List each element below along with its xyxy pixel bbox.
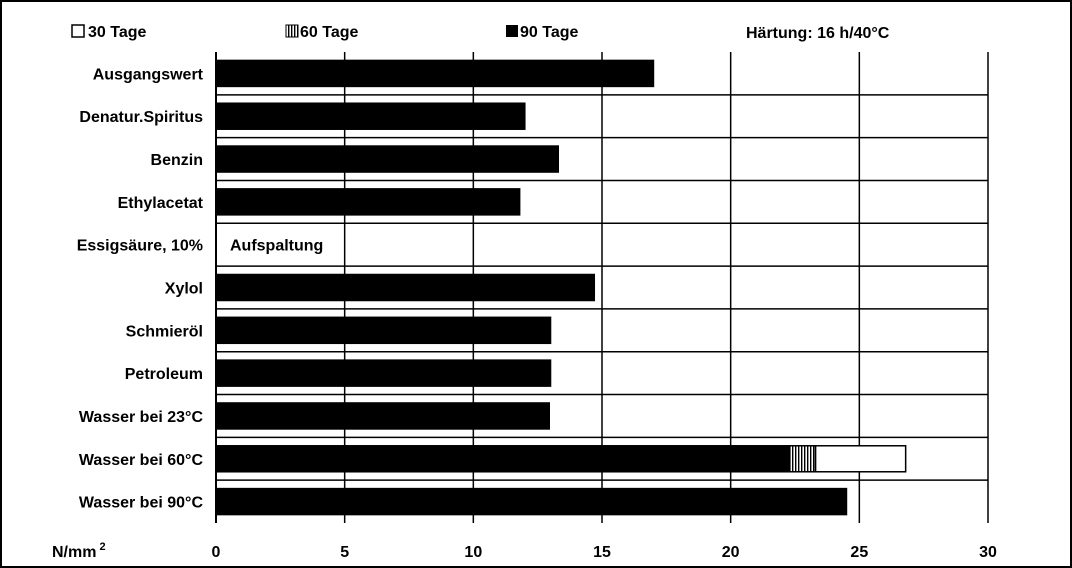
legend-swatch-90-tage	[506, 25, 518, 37]
bar-30-tage-wasser-bei-60-c	[814, 445, 907, 473]
bar-90-tage-wasser-bei-23-c	[215, 402, 550, 430]
legend-swatch-60-tage	[285, 24, 299, 38]
category-label-ausgangswert: Ausgangswert	[93, 66, 204, 83]
x-tick-labels: 0 5 10 15 20 25 30	[212, 544, 997, 561]
x-tick-label-0: 0	[212, 544, 221, 561]
bar-90-tage-denatur-spiritus	[215, 102, 526, 130]
x-tick-label-25: 25	[850, 544, 868, 561]
x-tick-label-5: 5	[340, 544, 349, 561]
category-label-wasser-bei-23-c: Wasser bei 23°C	[79, 409, 204, 426]
bar-90-tage-xylol	[215, 273, 596, 302]
category-label-wasser-bei-90-c: Wasser bei 90°C	[79, 495, 204, 512]
legend: 30 Tage 60 Tage 90 Tage	[71, 24, 579, 41]
legend-item-30-tage: 30 Tage	[71, 24, 147, 41]
x-tick-label-15: 15	[593, 544, 611, 561]
bar-90-tage-ethylacetat	[215, 188, 521, 216]
bars	[215, 59, 907, 516]
curing-annotation: Härtung: 16 h/40°C	[746, 25, 890, 42]
category-label-denatur-spiritus: Denatur.Spiritus	[79, 109, 203, 126]
bar-90-tage-wasser-bei-60-c	[215, 445, 791, 473]
category-label-wasser-bei-60-c: Wasser bei 60°C	[79, 452, 204, 469]
x-tick-label-30: 30	[979, 544, 997, 561]
row-separators	[216, 94, 988, 481]
legend-item-90-tage: 90 Tage	[506, 24, 579, 41]
bar-annotations: Aufspaltung	[230, 238, 323, 255]
legend-label-30-tage: 30 Tage	[88, 24, 147, 41]
plot-area: Aufspaltung	[215, 52, 989, 523]
x-axis-unit-label: N/mm 2	[52, 541, 106, 561]
category-label-xylol: Xylol	[165, 281, 203, 298]
x-tick-label-10: 10	[464, 544, 482, 561]
legend-label-90-tage: 90 Tage	[520, 24, 579, 41]
category-label-essigs-ure-10: Essigsäure, 10%	[77, 238, 203, 255]
bar-90-tage-benzin	[215, 145, 560, 173]
bar-60-tage-wasser-bei-60-c	[789, 445, 817, 473]
category-label-petroleum: Petroleum	[125, 366, 203, 383]
category-label-schmier-l: Schmieröl	[126, 323, 203, 340]
x-tick-label-20: 20	[722, 544, 740, 561]
bar-90-tage-wasser-bei-90-c	[215, 487, 848, 516]
legend-swatch-30-tage	[71, 24, 85, 38]
category-labels: Ausgangswert Denatur.Spiritus Benzin Ethyla…	[77, 66, 204, 511]
bar-90-tage-schmier-l	[215, 316, 552, 345]
category-label-ethylacetat: Ethylacetat	[118, 195, 204, 212]
legend-item-60-tage: 60 Tage	[285, 24, 359, 41]
bar-90-tage-petroleum	[215, 359, 552, 387]
category-label-benzin: Benzin	[151, 152, 203, 169]
bar-annotation-aufspaltung: Aufspaltung	[230, 238, 323, 255]
bar-90-tage-ausgangswert	[215, 59, 655, 88]
legend-label-60-tage: 60 Tage	[300, 24, 359, 41]
